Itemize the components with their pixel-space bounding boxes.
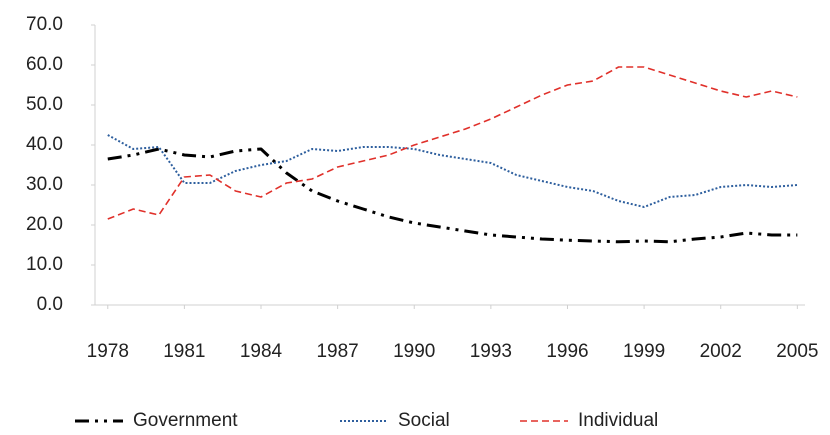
series-line [107,134,798,208]
y-tick-label: 0.0 [37,294,63,315]
x-tick-label: 1990 [393,341,435,362]
y-tick-label: 50.0 [26,94,63,115]
x-tick-label: 1978 [87,341,129,362]
y-tick-label: 70.0 [26,14,63,35]
x-tick-label: 1984 [240,341,283,362]
y-tick-label: 10.0 [26,254,63,275]
legend-label: Government [133,410,238,431]
x-tick-label: 2002 [700,341,742,362]
legend-label: Social [398,410,450,431]
x-tick-label: 1993 [470,341,512,362]
y-tick-label: 30.0 [26,174,63,195]
legend-label: Individual [578,410,658,431]
y-tick-label: 60.0 [26,54,63,75]
x-tick-label: 1996 [546,341,588,362]
x-tick-label: 1987 [316,341,358,362]
x-tick-label: 1981 [163,341,205,362]
y-tick-label: 20.0 [26,214,63,235]
x-tick-label: 2005 [776,341,818,362]
y-tick-label: 40.0 [26,134,63,155]
series-line [107,147,798,244]
series-line [107,66,798,220]
x-tick-label: 1999 [623,341,665,362]
